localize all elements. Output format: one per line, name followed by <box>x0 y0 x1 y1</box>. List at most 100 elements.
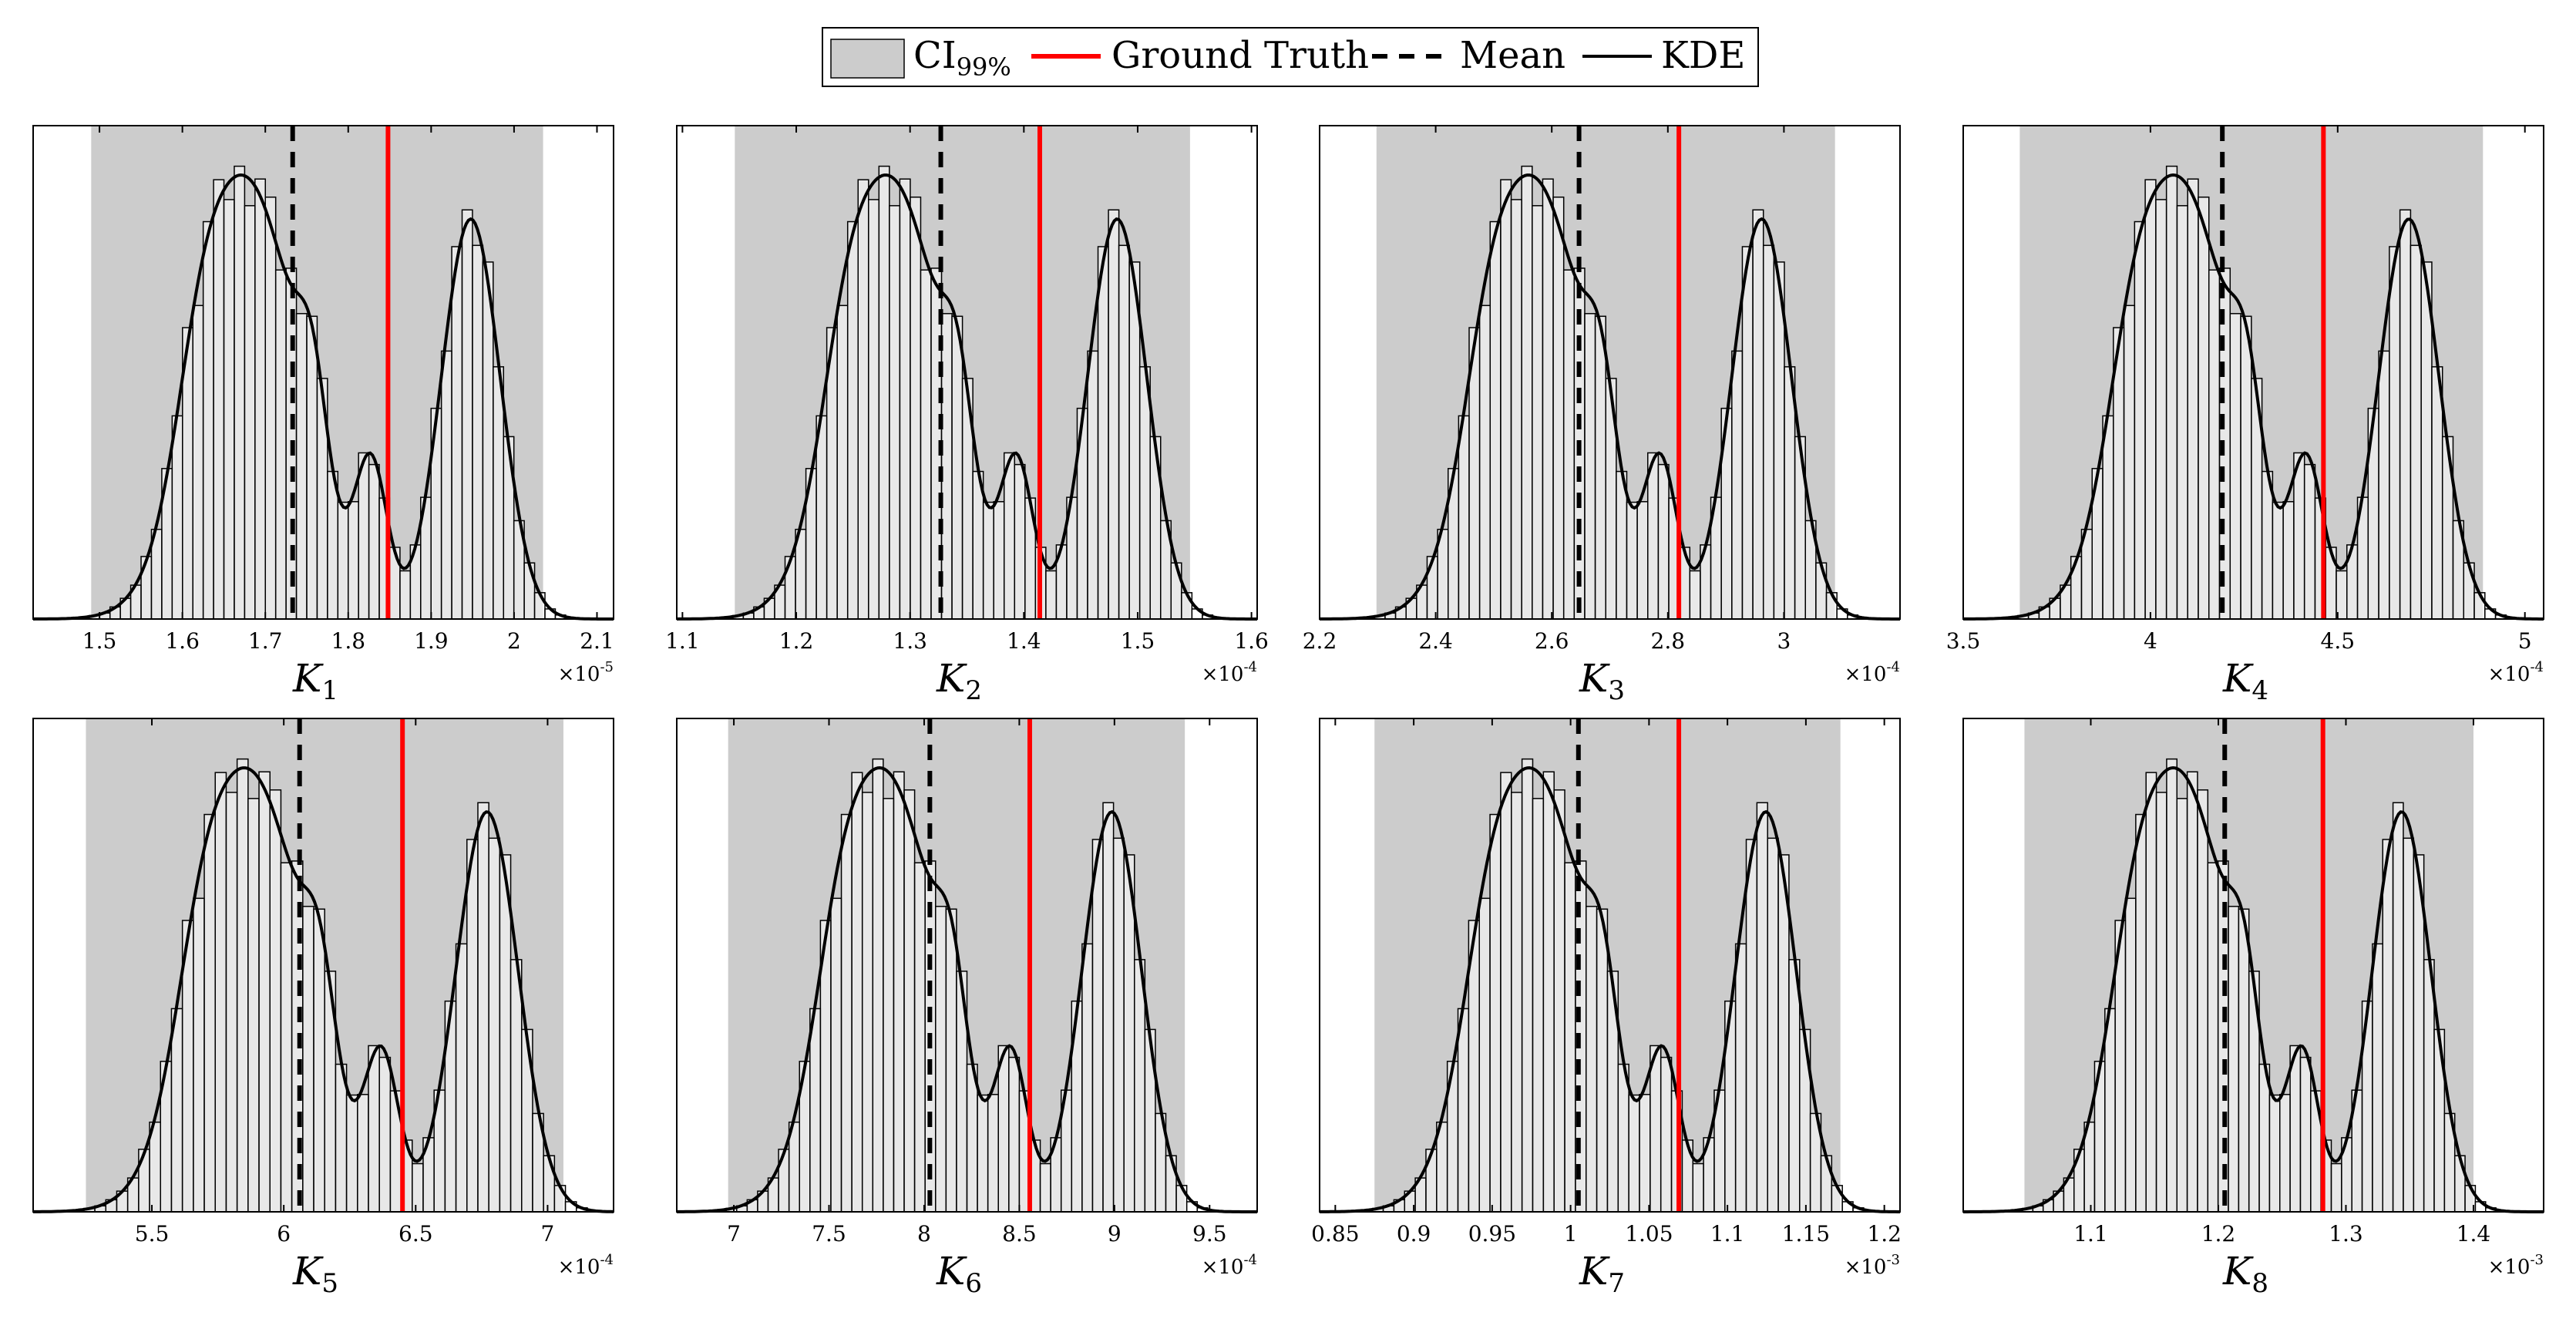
x-tick-label: 5 <box>2518 628 2532 654</box>
hist-bar <box>830 897 842 1213</box>
hist-bar <box>254 178 267 620</box>
hist-bar <box>1788 959 1801 1213</box>
hist-bar <box>2134 220 2146 620</box>
hist-bar <box>236 758 249 1213</box>
hist-bar <box>903 789 916 1213</box>
hist-bar <box>213 179 225 620</box>
panel-8: 1.1 1.2 1.3 1.4 ×10-3 K8 <box>1962 718 2544 1299</box>
kde-curve <box>33 766 614 1213</box>
hist-bar <box>202 220 214 620</box>
hist-bar <box>1756 802 1768 1213</box>
hist-bar <box>2207 862 2219 1213</box>
panel-2: 1.1 1.2 1.3 1.4 1.5 1.6 ×10-4 K2 <box>665 125 1269 706</box>
legend-kde-label: KDE <box>1661 34 1745 77</box>
hist-bar <box>1045 570 1058 620</box>
x-tick-label: 7.5 <box>812 1221 846 1247</box>
panel-label: K7 <box>1579 1249 1625 1299</box>
x-tick-label: 7 <box>727 1221 741 1247</box>
axis-multiplier: ×10-4 <box>1202 1252 1257 1279</box>
hist-bar <box>244 205 256 620</box>
hist-bar <box>1511 792 1523 1213</box>
x-tick-label: 2.6 <box>1535 628 1569 654</box>
hist-bar <box>893 771 905 1213</box>
hist-bar <box>993 501 1005 620</box>
x-tick-label: 1.8 <box>331 628 366 654</box>
hist-bar <box>913 862 926 1213</box>
hist-bar <box>523 562 536 620</box>
hist-bar <box>1500 772 1512 1213</box>
hist-bar <box>2166 758 2178 1213</box>
hist-bar <box>899 178 911 620</box>
panel-7: 0.85 0.9 0.95 1 1.05 1.1 1.15 1.2 ×10-3 K7 <box>1311 718 1902 1299</box>
x-tick-label: 1.3 <box>2329 1221 2363 1247</box>
hist-bar <box>2289 1045 2302 1213</box>
hist-bar <box>1118 244 1130 620</box>
hist-bar <box>2229 313 2241 620</box>
hist-bar <box>2268 1094 2281 1213</box>
hist-bar <box>1552 196 1565 620</box>
x-tick-label: 3 <box>1777 628 1791 654</box>
x-tick-label: 1.6 <box>1234 628 1269 654</box>
x-tick-label: 1.5 <box>82 628 117 654</box>
panel-6: 7 7.5 8 8.5 9 9.5 ×10-4 K6 <box>676 718 1258 1299</box>
hist-bar <box>1689 570 1701 620</box>
hist-bar <box>399 570 412 620</box>
hist-bar <box>274 269 287 620</box>
x-tick-label: 1.1 <box>1710 1221 1745 1247</box>
hist-bar <box>2279 1094 2291 1213</box>
hist-bar <box>997 1045 1010 1213</box>
hist-bar <box>809 1008 822 1213</box>
hist-bar <box>945 908 957 1213</box>
hist-bar <box>1639 1094 1651 1213</box>
hist-bar <box>861 792 874 1213</box>
hist-bar <box>214 772 227 1213</box>
x-tick-label: 1.15 <box>1782 1221 1830 1247</box>
hist-bar <box>345 1094 358 1213</box>
hist-bar <box>1692 1162 1704 1213</box>
hist-bar <box>2104 1008 2116 1213</box>
x-tick-label: 0.85 <box>1311 1221 1359 1247</box>
kde-curve <box>1963 765 2544 1213</box>
kde-curve <box>1320 173 1900 621</box>
hist-bar <box>2135 813 2147 1213</box>
hist-bar <box>295 313 308 620</box>
hist-bar <box>840 813 853 1213</box>
panel-1: 1.5 1.6 1.7 1.8 1.9 2 2.1 ×10-5 K1 <box>32 125 614 706</box>
hist-bar <box>1596 908 1609 1213</box>
x-tick-label: 8.5 <box>1002 1221 1037 1247</box>
kde-curve <box>1963 173 2544 621</box>
hist-bar <box>264 196 277 620</box>
hist-bar <box>1457 1008 1470 1213</box>
hist-bar <box>1731 350 1744 620</box>
x-tick-label: 1.4 <box>2457 1221 2491 1247</box>
hist-bar <box>1745 839 1758 1213</box>
hist-bar <box>1532 798 1545 1213</box>
hist-bar <box>1521 165 1533 620</box>
hist-bar <box>2303 463 2316 620</box>
hist-bar <box>935 906 947 1213</box>
legend-ci-swatch <box>830 39 905 79</box>
hist-bar <box>1478 304 1491 620</box>
hist-bar <box>368 1045 380 1213</box>
legend-mean-label: Mean <box>1460 34 1565 77</box>
panel-5: 5.5 6 6.5 7×10-4 K5 <box>32 718 614 1299</box>
x-tick-label: 1.1 <box>665 628 700 654</box>
hist-bar <box>1767 837 1779 1213</box>
hist-bar <box>1521 758 1534 1213</box>
x-tick-label: 1.05 <box>1625 1221 1673 1247</box>
hist-bar <box>2144 179 2157 620</box>
legend: CI99% Ground Truth Mean KDE <box>822 27 1759 87</box>
hist-bar <box>2431 366 2443 620</box>
hist-bar <box>1170 562 1182 620</box>
hist-bar <box>2165 165 2178 620</box>
hist-bar <box>2208 269 2221 620</box>
hist-bar <box>1636 501 1649 620</box>
hist-bar <box>2155 792 2167 1213</box>
hist-bar <box>1585 906 1598 1213</box>
hist-bar <box>1815 562 1828 620</box>
x-tick-label: 1.9 <box>414 628 449 654</box>
panel-label: K8 <box>2222 1249 2268 1299</box>
panel-label: K3 <box>1579 656 1625 706</box>
hist-bar <box>1014 463 1026 620</box>
hist-bar <box>2392 802 2404 1213</box>
